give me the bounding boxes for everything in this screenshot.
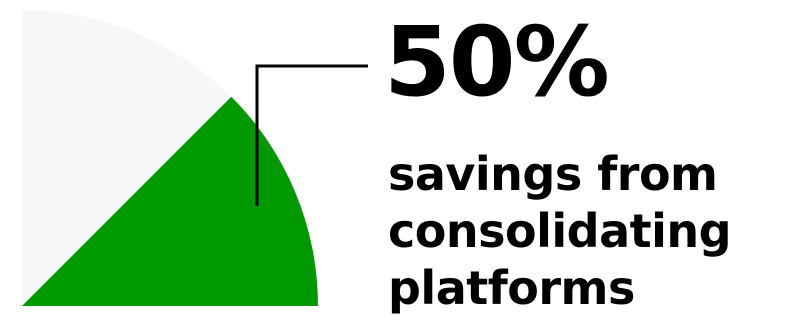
pie-slices — [22, 10, 318, 306]
savings-caption: savings from consolidating platforms — [388, 146, 808, 317]
savings-slice — [22, 96, 318, 306]
caption-line: consolidating — [388, 204, 732, 258]
caption-line: platforms — [388, 261, 635, 315]
remainder-slice — [22, 10, 232, 306]
annotation-leader-line — [255, 64, 368, 206]
savings-percentage: 50% — [384, 6, 610, 118]
caption-line: savings from — [388, 147, 718, 201]
